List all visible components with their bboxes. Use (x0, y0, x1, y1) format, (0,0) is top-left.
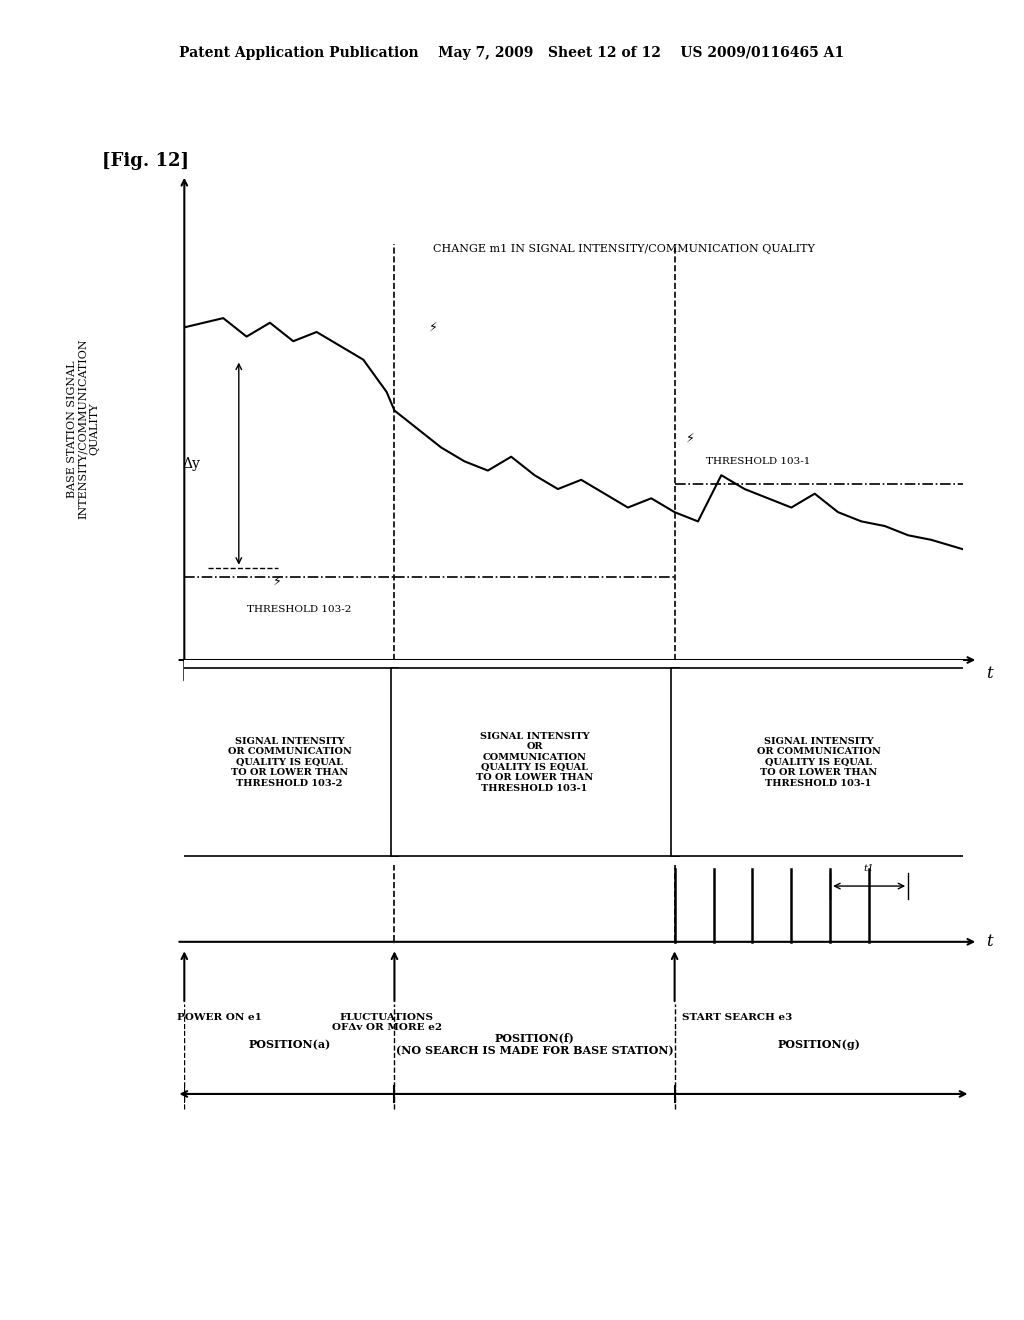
Text: THRESHOLD 103-1: THRESHOLD 103-1 (706, 457, 810, 466)
Text: FLUCTUATIONS
OFΔy OR MORE e2: FLUCTUATIONS OFΔy OR MORE e2 (332, 1014, 441, 1032)
Text: BASE STATION SIGNAL
INTENSITY/COMMUNICATION
QUALITY: BASE STATION SIGNAL INTENSITY/COMMUNICAT… (67, 339, 99, 519)
Text: ⚡: ⚡ (686, 432, 694, 445)
Text: START SEARCH e3: START SEARCH e3 (682, 1014, 793, 1022)
Text: CHANGE m1 IN SIGNAL INTENSITY/COMMUNICATION QUALITY: CHANGE m1 IN SIGNAL INTENSITY/COMMUNICAT… (433, 244, 815, 255)
FancyBboxPatch shape (671, 668, 967, 857)
Text: POWER ON e1: POWER ON e1 (176, 1014, 261, 1022)
Text: Δy: Δy (182, 457, 200, 471)
Text: THRESHOLD 103-2: THRESHOLD 103-2 (247, 605, 351, 614)
Text: t: t (986, 933, 992, 950)
FancyBboxPatch shape (180, 668, 398, 857)
Text: POSITION(a): POSITION(a) (248, 1039, 331, 1049)
Text: Patent Application Publication    May 7, 2009   Sheet 12 of 12    US 2009/011646: Patent Application Publication May 7, 20… (179, 46, 845, 61)
Text: [Fig. 12]: [Fig. 12] (102, 152, 189, 170)
Text: SIGNAL INTENSITY
OR
COMMUNICATION
QUALITY IS EQUAL
TO OR LOWER THAN
THRESHOLD 10: SIGNAL INTENSITY OR COMMUNICATION QUALIT… (476, 731, 593, 793)
FancyBboxPatch shape (390, 668, 679, 857)
Text: SIGNAL INTENSITY
OR COMMUNICATION
QUALITY IS EQUAL
TO OR LOWER THAN
THRESHOLD 10: SIGNAL INTENSITY OR COMMUNICATION QUALIT… (757, 737, 881, 788)
Text: t1: t1 (864, 865, 874, 874)
Text: ⚡: ⚡ (273, 576, 282, 587)
Text: ⚡: ⚡ (429, 321, 437, 334)
Text: POSITION(g): POSITION(g) (777, 1039, 860, 1049)
Text: POSITION(f)
(NO SEARCH IS MADE FOR BASE STATION): POSITION(f) (NO SEARCH IS MADE FOR BASE … (395, 1032, 674, 1056)
Text: SIGNAL INTENSITY
OR COMMUNICATION
QUALITY IS EQUAL
TO OR LOWER THAN
THRESHOLD 10: SIGNAL INTENSITY OR COMMUNICATION QUALIT… (227, 737, 351, 788)
Text: t: t (986, 665, 992, 682)
